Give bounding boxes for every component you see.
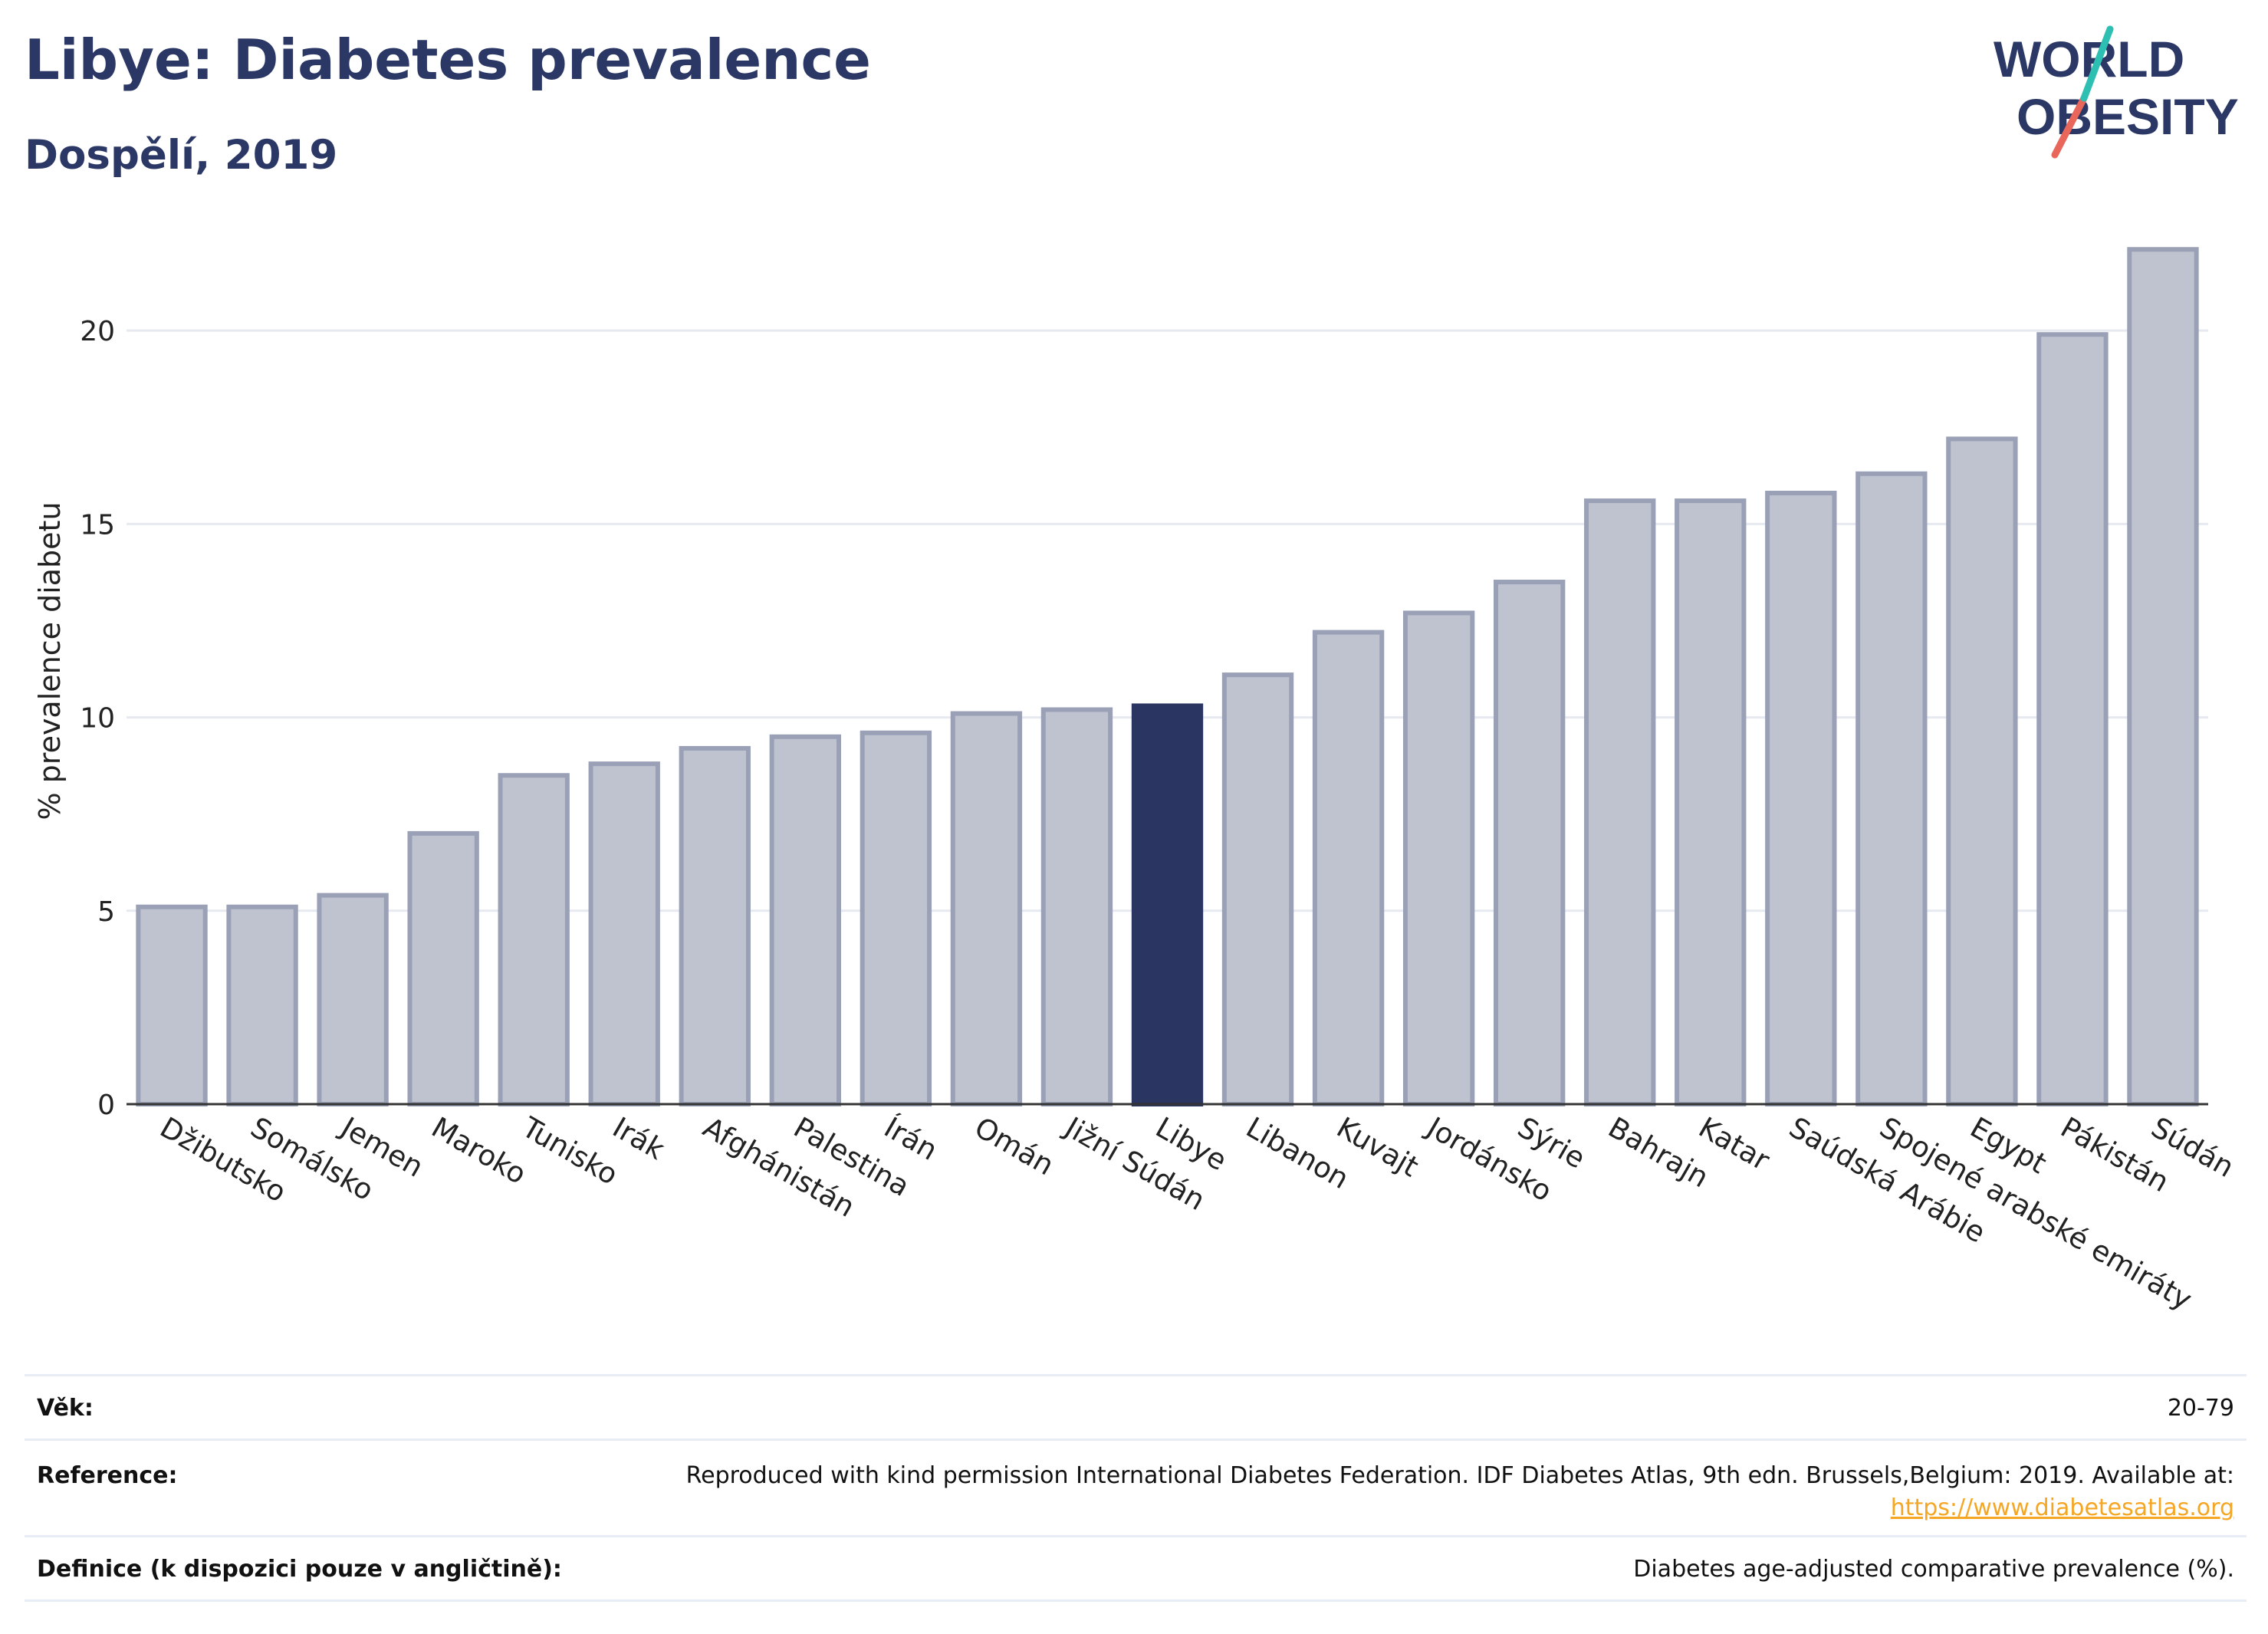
y-tick-label: 20 <box>80 316 115 347</box>
y-tick-label: 5 <box>97 896 115 928</box>
x-tick-label: Omán <box>969 1111 1060 1182</box>
logo-slash-red <box>2051 94 2088 159</box>
definition-value: Diabetes age-adjusted comparative preval… <box>1633 1556 2234 1583</box>
bar-Bahrajn[interactable] <box>1584 498 1656 1106</box>
y-tick-label: 0 <box>97 1090 115 1121</box>
y-tick-label: 15 <box>80 509 115 541</box>
bar-Súdán[interactable] <box>2127 247 2199 1107</box>
reference-text: Reproduced with kind permission Internat… <box>685 1462 2234 1489</box>
age-value: 20-79 <box>2167 1395 2234 1422</box>
x-tick-label: Bahrajn <box>1602 1111 1714 1195</box>
bar-Jordánsko[interactable] <box>1402 610 1475 1106</box>
x-tick-label: Maroko <box>426 1111 532 1191</box>
age-label: Věk: <box>37 1395 94 1422</box>
bar-Kuvajt[interactable] <box>1312 630 1385 1106</box>
bar-Libanon[interactable] <box>1221 672 1294 1106</box>
bar-Saúdská Arábie[interactable] <box>1765 491 1837 1106</box>
bar-Libye[interactable] <box>1131 703 1204 1106</box>
meta-row-reference: Reference: Reproduced with kind permissi… <box>25 1441 2247 1537</box>
axes: 05101520DžibutskoSomálskoJemenMarokoTuni… <box>80 316 2240 1317</box>
x-tick-label: Tunisko <box>516 1110 623 1192</box>
world-obesity-logo: WORLD OBESITY <box>1994 25 2239 159</box>
bar-Pákistán[interactable] <box>2036 332 2109 1106</box>
bar-Sýrie[interactable] <box>1493 580 1566 1106</box>
logo-slash-teal <box>2080 25 2114 102</box>
logo-line2: OBESITY <box>2017 88 2239 145</box>
bar-chart: 05101520DžibutskoSomálskoJemenMarokoTuni… <box>33 247 2240 1317</box>
bar-Džibutsko[interactable] <box>136 904 208 1107</box>
bar-Katar[interactable] <box>1675 498 1747 1106</box>
meta-row-definition: Definice (k dispozici pouze v angličtině… <box>25 1537 2247 1602</box>
metadata-table: Věk: 20-79 Reference: Reproduced with ki… <box>25 1374 2247 1606</box>
bar-Irák[interactable] <box>588 761 660 1106</box>
bar-Írán[interactable] <box>860 730 932 1106</box>
bar-Egypt[interactable] <box>1946 436 2018 1106</box>
reference-label: Reference: <box>37 1462 178 1489</box>
x-tick-label: Irák <box>607 1111 671 1167</box>
meta-row-age: Věk: 20-79 <box>25 1376 2247 1441</box>
bar-Omán[interactable] <box>950 711 1023 1106</box>
y-tick-label: 10 <box>80 703 115 735</box>
bar-Palestina[interactable] <box>769 734 842 1106</box>
definition-label: Definice (k dispozici pouze v angličtině… <box>37 1556 562 1583</box>
bar-Spojené arabské emiráty[interactable] <box>1855 471 1928 1106</box>
bar-Afghánistán[interactable] <box>679 745 751 1106</box>
x-tick-label: Libanon <box>1241 1111 1354 1196</box>
bar-Tunisko[interactable] <box>498 773 570 1106</box>
bar-Jemen[interactable] <box>317 893 389 1106</box>
bar-Jižní Súdán[interactable] <box>1040 707 1113 1106</box>
y-axis-label: % prevalence diabetu <box>33 501 67 820</box>
page-subtitle: Dospělí, 2019 <box>25 132 338 179</box>
bar-Maroko[interactable] <box>407 830 479 1107</box>
x-tick-label: Afghánistán <box>698 1111 860 1224</box>
bars <box>136 247 2199 1107</box>
page-title: Libye: Diabetes prevalence <box>25 28 871 92</box>
reference-link[interactable]: https://www.diabetesatlas.org <box>1890 1494 2234 1521</box>
bar-Somálsko[interactable] <box>226 904 298 1107</box>
